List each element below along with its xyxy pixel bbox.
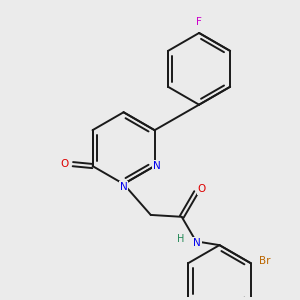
Text: Br: Br xyxy=(259,256,271,266)
Text: O: O xyxy=(61,159,69,169)
Text: N: N xyxy=(193,238,201,248)
Text: F: F xyxy=(196,17,202,27)
Text: H: H xyxy=(176,235,184,244)
Text: N: N xyxy=(120,182,128,192)
Text: O: O xyxy=(198,184,206,194)
Text: N: N xyxy=(153,161,160,171)
